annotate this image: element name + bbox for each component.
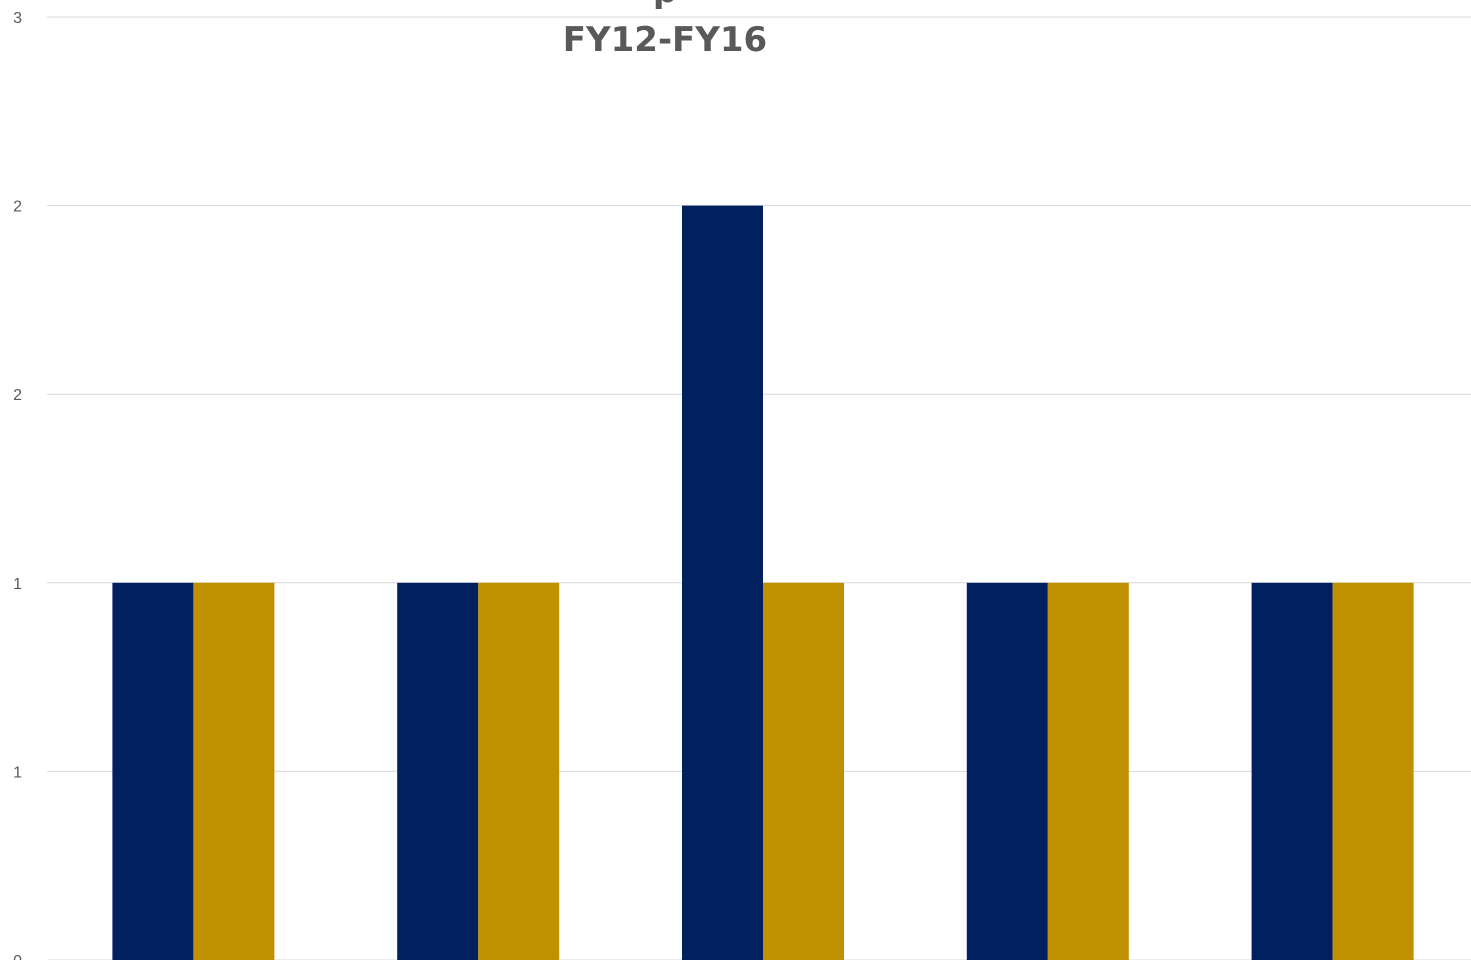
bar xyxy=(193,582,275,960)
bar xyxy=(1251,582,1333,960)
y-tick-label: 1 xyxy=(13,764,22,781)
y-tick-label: 1 xyxy=(13,576,22,593)
bar xyxy=(397,582,479,960)
chart-title-line-2: FY12-FY16 xyxy=(562,20,768,60)
y-tick-label: 2 xyxy=(13,387,22,404)
bar xyxy=(763,582,844,960)
y-tick-label: 0 xyxy=(13,953,22,960)
bar xyxy=(1332,582,1414,960)
bar xyxy=(682,205,763,961)
bar xyxy=(966,582,1048,960)
bar xyxy=(478,582,560,960)
bar xyxy=(1047,582,1129,960)
bar xyxy=(112,582,194,960)
y-tick-label: 2 xyxy=(13,199,22,216)
y-tick-label: 3 xyxy=(13,10,22,27)
chart-title-line-1: p xyxy=(0,0,1330,8)
